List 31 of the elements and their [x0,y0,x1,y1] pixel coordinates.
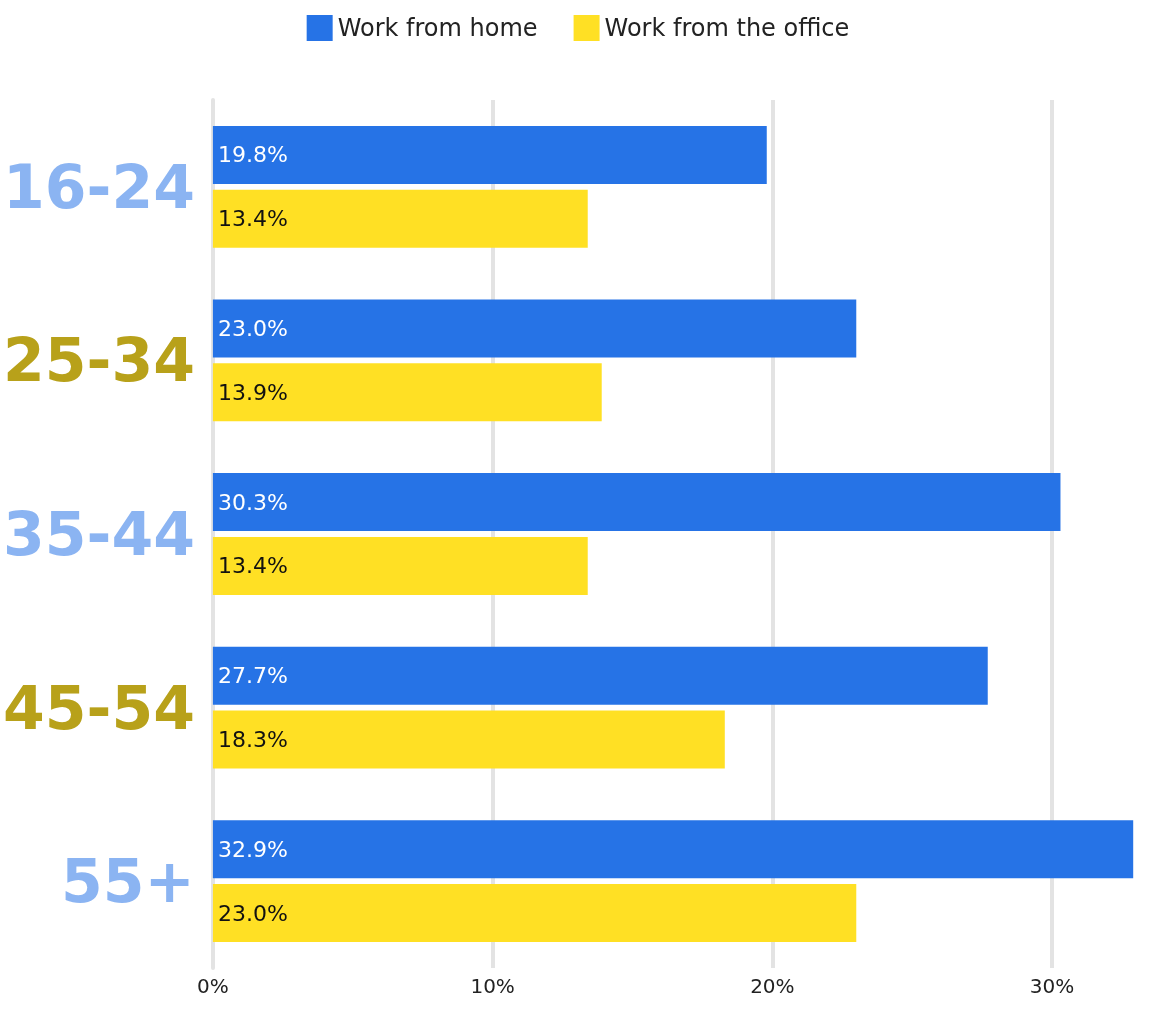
data-label: 23.0% [217,900,288,926]
bar [212,646,988,705]
y-tick-label: 16-24 [2,151,195,222]
data-label: 23.0% [217,316,288,341]
data-label: 19.8% [217,142,288,168]
x-tick-label: 20% [750,974,795,998]
bar [212,710,725,769]
data-label: 13.9% [217,379,288,405]
y-tick-label: 55+ [61,846,195,917]
y-tick-label: 35-44 [2,499,195,569]
data-label: 30.3% [217,489,288,515]
bar [212,299,857,358]
data-label: 13.4% [217,206,288,232]
bar [212,125,767,184]
data-label: 13.4% [217,553,288,579]
x-tick-label: 10% [470,974,515,998]
y-tick-label: 25-34 [2,325,195,396]
legend-label: Work from the office [604,14,850,42]
bar [212,189,588,248]
bar [212,363,602,422]
data-label: 18.3% [217,727,288,752]
y-tick-label: 45-54 [2,672,195,743]
x-tick-label: 30% [1029,974,1075,998]
x-tick-label: 0% [197,974,229,998]
data-label: 27.7% [217,663,288,689]
legend-label: Work from home [337,14,538,42]
data-label: 32.9% [217,836,288,862]
bar [212,536,588,595]
bar [212,820,1134,879]
bar [212,884,857,943]
bar [212,473,1061,532]
